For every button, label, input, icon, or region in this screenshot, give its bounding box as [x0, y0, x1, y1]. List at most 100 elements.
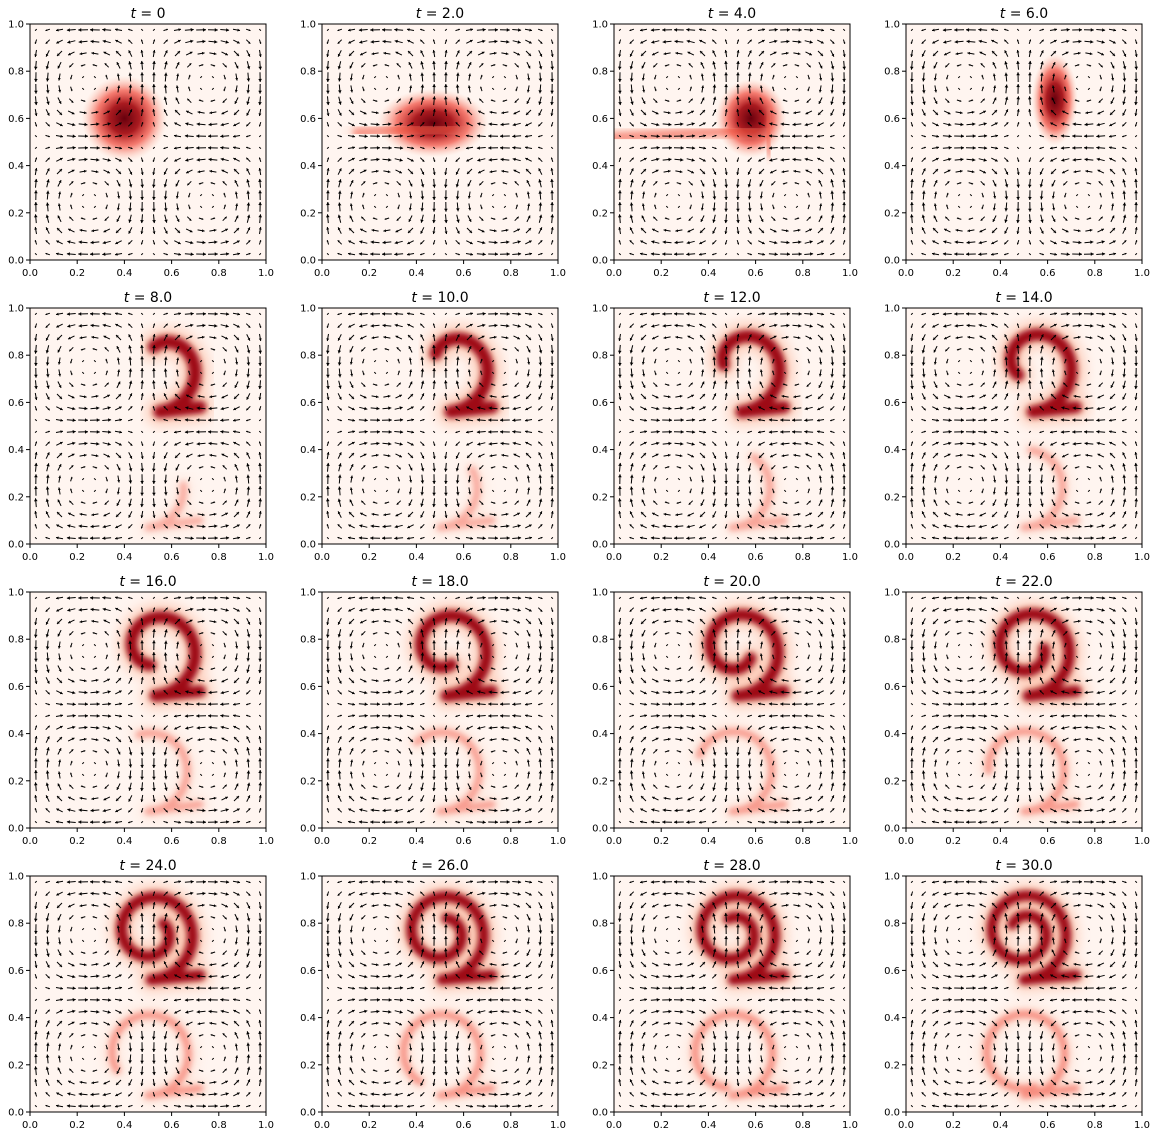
velocity-arrow [104, 464, 110, 470]
velocity-arrow [420, 474, 425, 484]
velocity-arrow [698, 312, 707, 316]
velocity-arrow [233, 607, 240, 612]
velocity-arrow [640, 109, 647, 116]
velocity-arrow [513, 453, 521, 458]
velocity-arrow [499, 820, 510, 824]
velocity-arrow [641, 463, 646, 471]
velocity-arrow [830, 345, 835, 354]
velocity-arrow [842, 405, 846, 411]
velocity-arrow [758, 795, 765, 802]
velocity-arrow [503, 655, 507, 659]
velocity-arrow [550, 758, 554, 769]
velocity-arrow [444, 725, 448, 731]
velocity-arrow [956, 632, 962, 635]
velocity-arrow [933, 487, 937, 495]
velocity-arrow [1016, 441, 1020, 447]
velocity-arrow [245, 39, 251, 45]
velocity-arrow [525, 795, 532, 802]
velocity-arrow [537, 405, 543, 411]
velocity-arrow [1075, 489, 1079, 493]
velocity-arrow [233, 452, 240, 459]
velocity-arrow [1028, 157, 1032, 163]
velocity-arrow [981, 772, 984, 778]
velocity-arrow [770, 382, 776, 388]
velocity-arrow [337, 61, 342, 70]
velocity-arrow [830, 618, 835, 625]
velocity-arrow [34, 510, 38, 519]
velocity-arrow [455, 109, 460, 116]
velocity-arrow [910, 607, 914, 613]
velocity-arrow [618, 108, 622, 117]
velocity-arrow [747, 596, 753, 600]
velocity-arrow [550, 190, 554, 201]
velocity-arrow [910, 794, 914, 803]
velocity-arrow [550, 39, 554, 45]
velocity-arrow [673, 702, 684, 706]
velocity-arrow [370, 134, 381, 138]
velocity-arrow [747, 725, 753, 731]
velocity-arrow [246, 227, 251, 234]
velocity-arrow [234, 475, 238, 483]
velocity-arrow [93, 359, 97, 363]
velocity-arrow [163, 795, 168, 802]
velocity-arrow [432, 39, 436, 45]
y-tick-label: 1.0 [8, 20, 24, 31]
velocity-arrow [651, 737, 659, 742]
velocity-arrow [969, 489, 973, 493]
velocity-arrow [384, 632, 390, 635]
velocity-arrow [538, 190, 542, 200]
velocity-arrow [326, 702, 330, 706]
velocity-arrow [699, 240, 706, 245]
velocity-arrow [1074, 466, 1080, 469]
velocity-arrow [978, 607, 987, 612]
velocity-arrow [699, 157, 706, 162]
velocity-arrow [817, 168, 824, 175]
velocity-arrow [408, 345, 413, 353]
y-tick-label: 0.0 [884, 256, 900, 267]
velocity-arrow [140, 651, 144, 662]
velocity-arrow [1122, 356, 1127, 366]
velocity-arrow [652, 180, 658, 186]
velocity-arrow [140, 462, 144, 472]
velocity-arrow [370, 596, 381, 600]
velocity-arrow [477, 690, 486, 694]
velocity-arrow [34, 323, 38, 329]
velocity-arrow [662, 157, 672, 162]
velocity-arrow [769, 619, 777, 624]
velocity-arrow [444, 441, 448, 447]
velocity-arrow [232, 536, 241, 540]
velocity-arrow [420, 618, 425, 625]
velocity-arrow [381, 134, 392, 138]
velocity-arrow [326, 769, 330, 780]
velocity-arrow [90, 726, 100, 730]
velocity-arrow [736, 239, 740, 245]
velocity-arrow [67, 608, 76, 612]
velocity-arrow [979, 678, 987, 683]
velocity-arrow [444, 108, 448, 117]
velocity-arrow [116, 357, 120, 365]
velocity-arrow [1111, 73, 1115, 81]
velocity-arrow [337, 146, 343, 150]
velocity-arrow [525, 39, 532, 44]
velocity-arrow [465, 430, 474, 434]
velocity-arrow [640, 323, 647, 328]
velocity-arrow [922, 84, 926, 94]
velocity-arrow [1004, 72, 1008, 82]
velocity-arrow [525, 122, 532, 127]
velocity-arrow [978, 690, 987, 694]
velocity-arrow [115, 511, 122, 518]
velocity-arrow [338, 463, 342, 472]
velocity-arrow [186, 666, 192, 672]
velocity-arrow [358, 252, 368, 256]
velocity-arrow [67, 335, 75, 340]
velocity-arrow [652, 98, 658, 104]
velocity-arrow [432, 714, 436, 718]
velocity-arrow [491, 371, 495, 375]
velocity-arrow [420, 747, 425, 756]
velocity-arrow [68, 748, 74, 754]
velocity-arrow [210, 348, 216, 351]
velocity-arrow [782, 383, 788, 386]
velocity-arrow [1073, 170, 1081, 174]
velocity-arrow [1061, 110, 1069, 115]
velocity-arrow [760, 487, 764, 495]
